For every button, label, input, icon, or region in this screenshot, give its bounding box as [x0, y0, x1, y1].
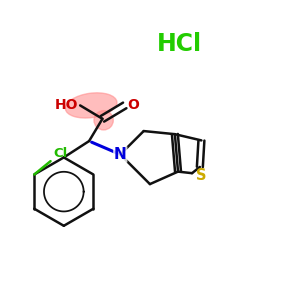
- Text: O: O: [127, 98, 139, 112]
- Text: S: S: [196, 168, 206, 183]
- Ellipse shape: [94, 111, 113, 130]
- Text: N: N: [114, 147, 127, 162]
- Text: HCl: HCl: [157, 32, 202, 56]
- Text: Cl: Cl: [53, 147, 67, 160]
- Text: HO: HO: [54, 98, 78, 112]
- Ellipse shape: [65, 93, 117, 118]
